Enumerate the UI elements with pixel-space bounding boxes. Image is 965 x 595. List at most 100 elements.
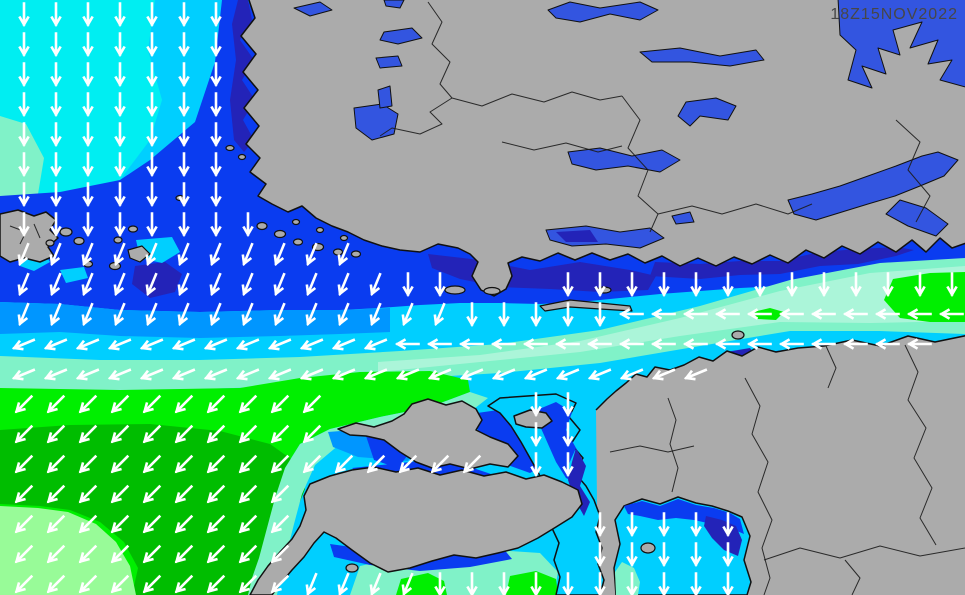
wind-arrow: [114, 122, 126, 148]
wind-arrow: [114, 182, 126, 208]
wind-arrow: [18, 182, 30, 208]
wind-arrow: [114, 92, 126, 118]
wind-arrow: [810, 338, 836, 350]
wind-arrow: [626, 512, 638, 538]
wind-arrow: [690, 272, 702, 298]
wind-arrow: [874, 308, 900, 320]
wind-arrow: [235, 368, 260, 381]
wind-arrow: [683, 368, 708, 381]
wind-arrow: [110, 544, 130, 564]
riga-navy-pocket: [704, 516, 742, 556]
wind-arrow: [778, 338, 804, 350]
wind-arrow: [206, 544, 226, 564]
wind-arrow: [619, 368, 644, 381]
wind-arrow: [206, 454, 226, 474]
wind-arrow: [206, 484, 226, 504]
wind-arrow: [14, 394, 34, 414]
wind-arrow: [746, 338, 772, 350]
wind-arrow: [50, 32, 62, 58]
wind-arrow: [210, 212, 222, 238]
wind-arrow: [113, 272, 126, 297]
wind-arrow: [337, 302, 350, 327]
wind-arrow: [270, 394, 290, 414]
wind-arrow: [363, 368, 388, 381]
wind-arrow: [882, 272, 894, 298]
riga-blue-strip: [624, 499, 744, 534]
wind-arrow: [110, 514, 130, 534]
wind-arrow: [113, 302, 126, 327]
wind-arrow: [650, 308, 676, 320]
wind-arrow: [426, 338, 452, 350]
wind-arrow: [682, 338, 708, 350]
wind-arrow: [145, 242, 158, 267]
wind-arrow: [238, 574, 258, 594]
wind-arrow: [906, 308, 932, 320]
wind-arrow: [210, 152, 222, 178]
wind-arrow: [305, 572, 318, 595]
wind-arrow: [178, 152, 190, 178]
wind-arrow: [18, 212, 30, 238]
green-dab-bottom-2: [506, 571, 558, 595]
wind-arrow: [75, 368, 100, 381]
wind-arrow: [178, 182, 190, 208]
wind-arrow: [594, 272, 606, 298]
band-navy-nw-coast: [230, 0, 255, 152]
aland-inner-line-2: [33, 223, 41, 239]
wind-arrow: [146, 212, 158, 238]
wind-arrow: [78, 544, 98, 564]
wind-arrow: [43, 368, 68, 381]
wind-arrow: [530, 392, 542, 418]
wind-arrow: [302, 454, 322, 474]
wind-arrow: [50, 182, 62, 208]
wind-arrow: [302, 424, 322, 444]
wind-arrow: [82, 182, 94, 208]
wind-arrow: [722, 512, 734, 538]
wind-arrow: [114, 212, 126, 238]
wind-arrow: [490, 338, 516, 350]
wind-arrow: [273, 242, 286, 267]
wind-arrow: [49, 242, 62, 267]
archipelago-islets: [45, 144, 362, 271]
wind-arrow: [210, 32, 222, 58]
wind-arrow: [43, 338, 68, 351]
wind-arrow: [46, 544, 66, 564]
wind-arrow: [754, 272, 766, 298]
wind-arrow: [50, 62, 62, 88]
wind-arrow: [466, 302, 478, 328]
wind-arrow: [81, 302, 94, 327]
wind-arrow: [618, 308, 644, 320]
wind-arrow: [146, 32, 158, 58]
wind-arrow: [491, 368, 516, 381]
wind-arrow: [114, 62, 126, 88]
wind-arrow: [267, 338, 292, 351]
wind-arrow: [50, 152, 62, 178]
band-palemint-central: [378, 266, 965, 372]
wind-arrow: [270, 514, 290, 534]
wind-arrow: [498, 302, 510, 328]
wind-arrow: [18, 32, 30, 58]
wind-arrow: [587, 368, 612, 381]
wind-arrow: [210, 92, 222, 118]
wind-arrow: [270, 544, 290, 564]
wind-arrow: [177, 242, 190, 267]
wind-arrow: [203, 338, 228, 351]
wind-arrow: [363, 338, 388, 351]
wind-arrow: [658, 512, 670, 538]
wind-arrow: [78, 394, 98, 414]
wind-arrow: [209, 272, 222, 297]
wind-arrow: [110, 484, 130, 504]
wind-arrow: [50, 212, 62, 238]
wind-arrow: [842, 338, 868, 350]
wind-arrow: [82, 62, 94, 88]
riga-mint-corner: [615, 562, 640, 595]
wind-arrow: [50, 2, 62, 28]
wind-arrow: [11, 338, 36, 351]
wind-arrow: [46, 574, 66, 594]
wind-arrow: [337, 272, 350, 297]
wind-arrow: [142, 484, 162, 504]
wind-arrow: [562, 272, 574, 298]
wind-arrow: [238, 514, 258, 534]
wind-arrow: [78, 574, 98, 594]
